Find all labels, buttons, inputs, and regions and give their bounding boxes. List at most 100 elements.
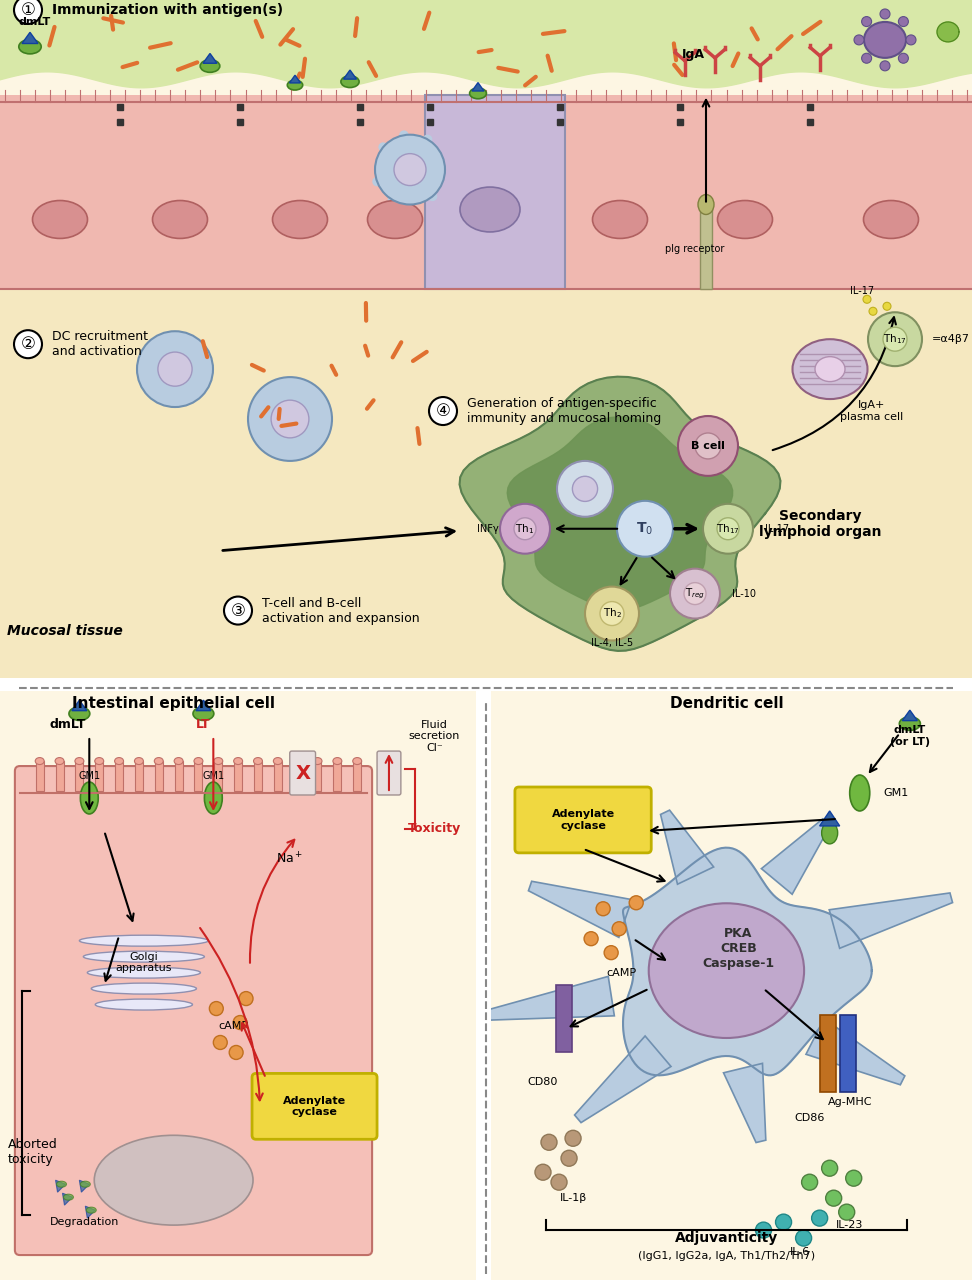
Text: IL-17: IL-17	[765, 524, 789, 534]
Bar	[214, 762, 223, 791]
Circle shape	[157, 352, 192, 387]
Ellipse shape	[75, 758, 84, 764]
Ellipse shape	[272, 201, 328, 238]
Circle shape	[229, 1046, 243, 1060]
Circle shape	[883, 328, 907, 351]
Circle shape	[629, 896, 643, 910]
Ellipse shape	[80, 936, 208, 946]
Text: Na$^+$: Na$^+$	[276, 851, 303, 867]
Polygon shape	[574, 1036, 671, 1123]
Circle shape	[703, 504, 753, 554]
Ellipse shape	[94, 1135, 253, 1225]
Circle shape	[755, 1222, 772, 1238]
Bar	[175, 762, 183, 791]
Bar	[0, 289, 972, 678]
Bar	[425, 95, 565, 289]
Ellipse shape	[294, 758, 302, 764]
Text: Th$_{17}$: Th$_{17}$	[884, 333, 907, 346]
Text: dmLT
(or LT): dmLT (or LT)	[889, 726, 930, 748]
Bar	[556, 984, 573, 1052]
Circle shape	[898, 54, 909, 63]
Circle shape	[535, 1165, 551, 1180]
Text: dmLT: dmLT	[50, 718, 86, 731]
Text: IL-1β: IL-1β	[560, 1193, 587, 1203]
Bar	[115, 762, 123, 791]
Circle shape	[906, 35, 916, 45]
Bar	[55, 762, 63, 791]
Polygon shape	[937, 22, 959, 42]
Bar	[155, 762, 162, 791]
Ellipse shape	[460, 187, 520, 232]
Text: GM1: GM1	[202, 771, 225, 781]
Circle shape	[880, 9, 890, 19]
Circle shape	[248, 378, 332, 461]
Circle shape	[802, 1174, 817, 1190]
Ellipse shape	[94, 758, 104, 764]
FancyBboxPatch shape	[290, 751, 316, 795]
Bar	[557, 119, 563, 124]
Text: Degradation: Degradation	[50, 1217, 119, 1228]
Bar	[840, 1015, 855, 1092]
Circle shape	[868, 312, 922, 366]
Text: Fluid
secretion
Cl⁻: Fluid secretion Cl⁻	[409, 719, 461, 753]
Ellipse shape	[288, 81, 302, 90]
Ellipse shape	[87, 1207, 96, 1213]
Ellipse shape	[469, 88, 486, 99]
Bar	[700, 205, 712, 289]
Circle shape	[605, 946, 618, 960]
Text: Th$_1$: Th$_1$	[515, 522, 535, 535]
Ellipse shape	[81, 1181, 90, 1187]
Polygon shape	[623, 847, 872, 1075]
Text: GM1: GM1	[78, 771, 100, 781]
Bar	[194, 762, 202, 791]
Text: Dendritic cell: Dendritic cell	[670, 695, 783, 710]
Bar	[807, 104, 813, 110]
Ellipse shape	[332, 758, 342, 764]
Text: ④: ④	[435, 402, 450, 420]
Bar	[357, 119, 363, 124]
Polygon shape	[86, 1206, 95, 1219]
Bar	[353, 762, 362, 791]
Text: PKA
CREB
Caspase-1: PKA CREB Caspase-1	[703, 927, 775, 970]
Circle shape	[551, 1174, 567, 1190]
Circle shape	[717, 518, 739, 540]
Text: GM1: GM1	[884, 788, 909, 797]
Text: cAMP: cAMP	[218, 1020, 248, 1030]
Circle shape	[561, 1151, 577, 1166]
FancyBboxPatch shape	[15, 765, 372, 1256]
Text: Adjuvanticity: Adjuvanticity	[675, 1231, 778, 1245]
Polygon shape	[290, 76, 300, 83]
Ellipse shape	[273, 758, 282, 764]
Bar	[237, 104, 243, 110]
Circle shape	[869, 307, 877, 315]
Bar	[314, 762, 322, 791]
Bar	[274, 762, 282, 791]
Text: LT: LT	[196, 718, 211, 731]
Circle shape	[839, 1204, 854, 1220]
Text: INFγ: INFγ	[477, 524, 499, 534]
Ellipse shape	[899, 717, 920, 731]
Bar	[237, 119, 243, 124]
Text: IgA+
plasma cell: IgA+ plasma cell	[841, 401, 904, 422]
Circle shape	[861, 54, 872, 63]
Text: IL-23: IL-23	[836, 1220, 863, 1230]
Text: IL-6: IL-6	[789, 1247, 810, 1257]
Text: ①: ①	[20, 1, 35, 19]
Circle shape	[500, 504, 550, 554]
Circle shape	[846, 1170, 862, 1187]
Ellipse shape	[648, 904, 804, 1038]
Text: CD86: CD86	[794, 1114, 825, 1124]
Polygon shape	[472, 83, 484, 91]
Ellipse shape	[56, 1181, 66, 1187]
Text: Immunization with antigen(s): Immunization with antigen(s)	[52, 3, 283, 17]
Circle shape	[670, 568, 720, 618]
Text: X: X	[295, 764, 310, 782]
Circle shape	[137, 332, 213, 407]
Polygon shape	[55, 1180, 65, 1192]
Text: CD80: CD80	[528, 1078, 558, 1088]
Ellipse shape	[821, 822, 838, 844]
Circle shape	[883, 302, 891, 310]
Polygon shape	[761, 819, 830, 895]
Text: T$_{reg}$: T$_{reg}$	[685, 586, 705, 600]
Text: Mucosal tissue: Mucosal tissue	[7, 623, 122, 637]
